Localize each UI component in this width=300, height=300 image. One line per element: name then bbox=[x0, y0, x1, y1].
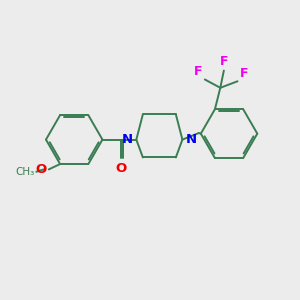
Text: O: O bbox=[115, 162, 127, 175]
Text: F: F bbox=[194, 65, 202, 78]
Text: N: N bbox=[122, 133, 133, 146]
Text: N: N bbox=[186, 133, 197, 146]
Text: O: O bbox=[36, 163, 47, 176]
Text: F: F bbox=[240, 67, 248, 80]
Text: F: F bbox=[220, 55, 228, 68]
Text: CH₃: CH₃ bbox=[16, 167, 35, 177]
